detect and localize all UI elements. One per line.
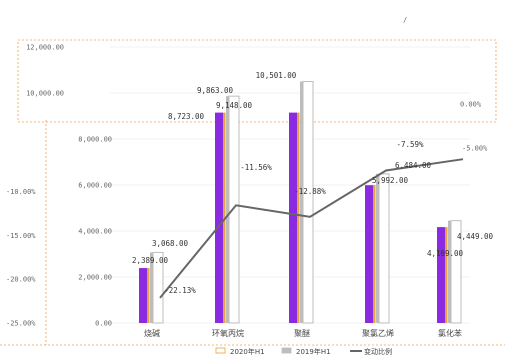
bar-2020-edge [297,112,300,323]
legend-label: 2020年H1 [230,347,265,356]
legend-label: 变动比例 [364,347,392,356]
data-label-2020: 9,148.00 [216,101,253,110]
bar-2019-fill [300,81,303,324]
y-left-tick: 2,000.00 [78,274,112,282]
y-left-tick: 6,000.00 [78,182,112,190]
change-ratio-line [159,158,464,299]
y-left-tick: 0.00 [95,320,112,328]
legend-swatch [281,347,292,354]
category-label: 烧碱 [144,328,160,338]
data-label-2019: 6,484.00 [395,161,432,170]
category-label: 聚醚 [294,328,310,338]
data-label-extra: 8,723.00 [168,112,205,121]
y-right-tick: -5.00% [462,144,488,152]
y-right-tick: -20.00% [6,276,36,284]
data-label-2019: 9,863.00 [197,86,234,95]
y-left-tick: 10,000.00 [26,90,64,98]
category-label: 氯化苯 [438,328,462,338]
data-label-2020: 5,992.00 [372,176,409,185]
x-axis-categories: 烧碱 环氧丙烷 聚醚 聚氯乙烯 氯化苯 [144,328,462,338]
data-label-change: -11.56% [240,163,272,172]
legend-label: 2019年H1 [296,347,331,356]
data-label-change: -7.59% [396,140,424,149]
y-left-tick: 4,000.00 [78,228,112,236]
y-right-tick: -15.00% [6,232,36,240]
y-axis-right: -25.00% -20.00% -15.00% -10.00% -5.00% 0.00% [6,101,488,328]
bar-2019-fill [376,173,379,323]
stray-mark: / [403,16,407,24]
bar-2020 [139,268,147,323]
bar-2020-edge [445,227,448,323]
category-label: 环氧丙烷 [212,328,244,338]
data-label-2019: 3,068.00 [152,239,189,248]
data-label-2019: 4,449.00 [457,232,494,241]
y-left-tick: 8,000.00 [78,136,112,144]
data-label-change: -12.88% [294,187,326,196]
data-label-2020: 2,389.00 [132,256,169,265]
line-path [159,158,464,299]
upper-frame [17,39,497,123]
bar-2019-fill [448,220,451,323]
bar-2020-edge [147,268,150,323]
y-right-tick: -25.00% [6,320,36,328]
bar-2020 [437,227,445,323]
bar-2019-fill [150,252,153,323]
y-axis-left: 0.00 2,000.00 4,000.00 6,000.00 8,000.00 10,0… [26,44,112,328]
y-right-tick: 0.00% [460,101,482,109]
bar-2020-edge [223,112,226,323]
legend: 2020年H1 2019年H1 变动比例 [215,347,392,356]
bar-2019 [378,173,390,324]
bar-2020 [365,185,373,323]
bar-2020 [215,112,223,323]
legend-swatch [215,347,226,354]
bars [139,80,462,324]
bar-2019 [302,80,314,324]
category-label: 聚氯乙烯 [362,328,394,338]
data-label-2020: 4,169.00 [427,249,464,258]
y-left-tick: 12,000.00 [26,44,64,52]
bar-2020 [289,112,297,323]
data-label-2019: 10,501.00 [256,71,297,80]
y-right-tick: -10.00% [6,188,36,196]
data-labels: 2,389.00 9,148.00 5,992.00 4,169.00 3,068.00… [132,71,494,295]
bar-2020-edge [373,185,376,323]
data-label-change: -22.13% [164,286,196,295]
bar-2019 [228,95,240,324]
bar-2019-fill [226,96,229,323]
